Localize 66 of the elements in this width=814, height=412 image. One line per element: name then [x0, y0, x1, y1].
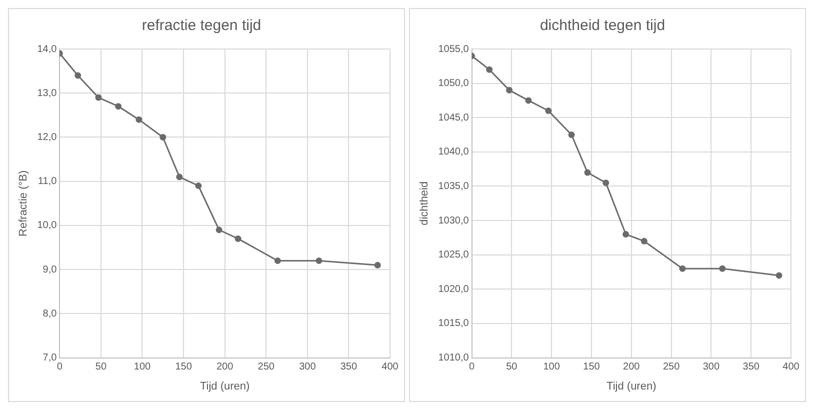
x-tick-label: 150: [175, 362, 192, 373]
y-tick-label: 14,0: [37, 44, 58, 55]
y-tick-label: 1015,0: [438, 318, 470, 330]
y-tick-label: 1040,0: [438, 146, 470, 158]
y-tick-label: 11,0: [38, 176, 58, 188]
point: [679, 265, 686, 272]
x-tick-label: 200: [623, 362, 640, 373]
y-tick-label: 1020,0: [438, 284, 470, 295]
y-tick-label: 10,0: [37, 220, 58, 232]
x-tick-label: 50: [95, 362, 107, 373]
x-tick-label: 150: [583, 362, 600, 373]
point: [374, 262, 381, 268]
x-tick-label: 350: [340, 362, 358, 373]
x-tick-label: 300: [702, 362, 720, 373]
chart-title: refractie tegen tijd: [142, 17, 262, 34]
x-tick-label: 250: [662, 362, 680, 373]
y-tick-label: 1055,0: [438, 44, 470, 55]
point: [95, 94, 102, 101]
y-tick-label: 1050,0: [438, 78, 470, 90]
point: [602, 180, 610, 186]
point: [274, 258, 281, 264]
point: [776, 272, 782, 279]
point: [316, 258, 322, 264]
point: [195, 182, 202, 190]
y-axis-title: dichtheid: [418, 181, 431, 226]
y-tick-label: 1045,0: [438, 112, 470, 124]
y-tick-label: 1025,0: [438, 250, 470, 261]
x-tick-label: 100: [543, 362, 560, 373]
y-tick-label: 1035,0: [438, 180, 470, 192]
point: [160, 134, 166, 140]
y-tick-label: 7,0: [42, 352, 58, 364]
point: [136, 116, 142, 123]
y-tick-label: 13,0: [37, 88, 58, 99]
point: [525, 97, 532, 104]
x-tick-label: 100: [134, 362, 152, 373]
y-tick-label: 12,0: [37, 132, 58, 143]
point: [584, 169, 591, 176]
x-tick-label: 300: [299, 362, 316, 373]
y-tick-label: 1030,0: [438, 215, 470, 226]
y-axis-title: Refractie (°B): [18, 170, 30, 236]
y-tick-label: 8,0: [42, 308, 58, 320]
y-tick-label: 1010,0: [438, 352, 470, 364]
point: [486, 66, 493, 73]
point: [622, 231, 630, 238]
x-tick-label: 50: [506, 362, 518, 373]
x-axis-title: Tijd (uren): [200, 380, 250, 392]
point: [176, 174, 183, 180]
point: [545, 108, 552, 114]
point: [216, 226, 222, 234]
point: [719, 265, 726, 272]
x-tick-label: 250: [258, 362, 275, 373]
x-axis-title: Tijd (uren): [606, 380, 656, 392]
point: [568, 132, 575, 138]
x-tick-label: 400: [782, 362, 800, 373]
point: [74, 72, 82, 79]
x-tick-label: 400: [382, 362, 399, 373]
x-tick-label: 0: [469, 362, 476, 373]
chart-title: dichtheid tegen tijd: [540, 17, 666, 34]
x-tick-label: 350: [742, 362, 760, 373]
point: [234, 235, 242, 242]
point: [506, 86, 513, 94]
point: [115, 103, 122, 110]
x-tick-label: 200: [216, 362, 234, 373]
point: [640, 238, 648, 244]
y-tick-label: 9,0: [42, 264, 58, 276]
x-tick-label: 0: [56, 362, 63, 373]
